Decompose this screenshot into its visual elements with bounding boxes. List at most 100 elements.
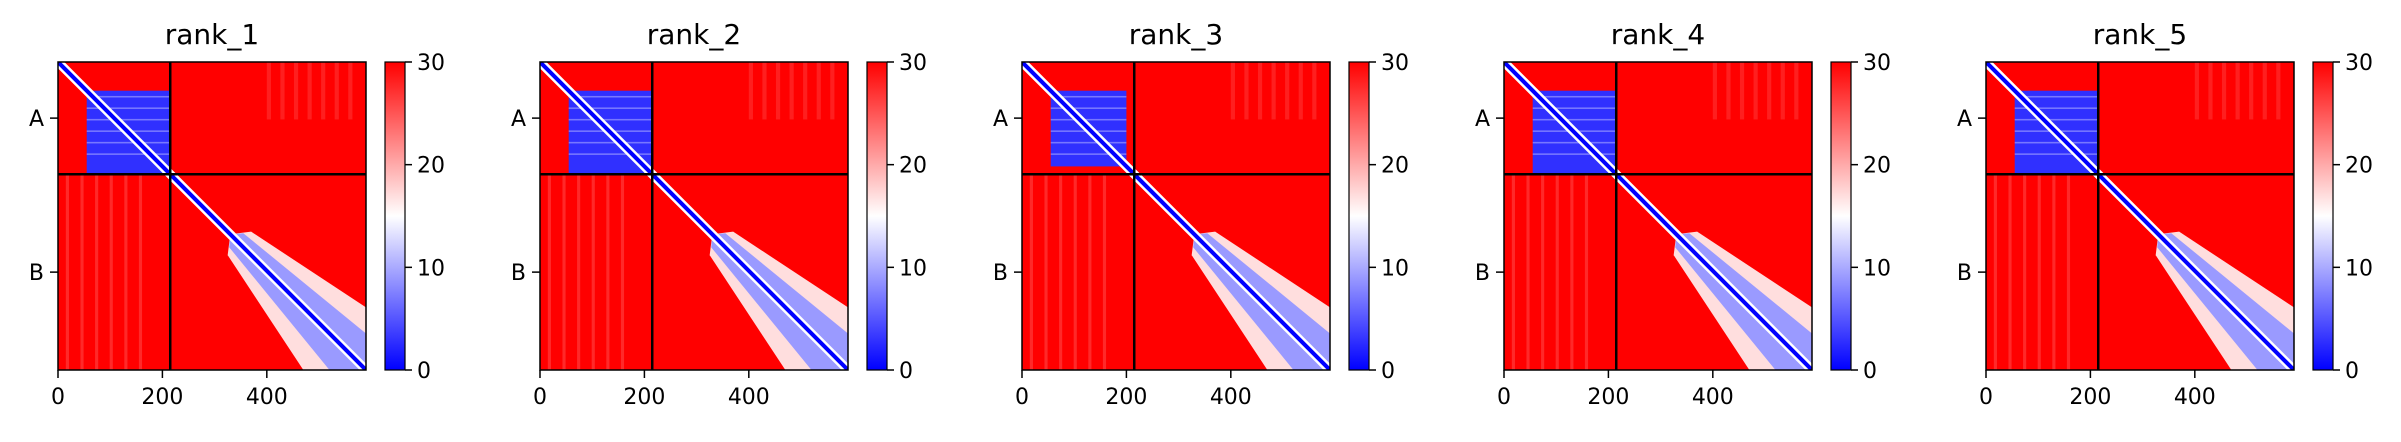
texture-streak <box>86 118 171 121</box>
colorbar <box>1348 61 1370 371</box>
texture-streak <box>2194 62 2199 120</box>
x-tick-label: 200 <box>623 385 665 410</box>
panel-title: rank_4 <box>1611 18 1705 51</box>
texture-streak <box>86 95 171 98</box>
x-tick-label: 200 <box>1587 385 1629 410</box>
colorbar-tick-label: 20 <box>2345 154 2373 179</box>
texture-streak <box>348 62 353 120</box>
texture-streak <box>293 62 299 120</box>
texture-streak <box>1570 174 1574 370</box>
colorbar-tick-label: 30 <box>1863 51 1891 76</box>
texture-streak <box>1526 174 1530 370</box>
colorbar-tick-label: 30 <box>899 51 927 76</box>
texture-streak <box>568 107 653 109</box>
texture-streak <box>2208 62 2213 120</box>
texture-streak <box>1555 174 1559 370</box>
texture-streak <box>2066 174 2071 370</box>
texture-streak <box>568 118 653 121</box>
chain-label-A: A <box>993 107 1008 132</box>
texture-streak <box>1271 62 1276 120</box>
texture-streak <box>86 107 171 109</box>
texture-streak <box>2014 141 2099 144</box>
texture-streak <box>606 174 610 370</box>
panel-title: rank_1 <box>165 18 259 51</box>
plot-frame <box>539 61 849 371</box>
texture-streak <box>1511 174 1515 370</box>
plot-frame <box>1021 61 1331 371</box>
texture-streak <box>591 174 595 370</box>
x-tick-label: 0 <box>1497 385 1511 410</box>
panel-rank_2: rank_2 A B 0 200 400 0 10 20 30 <box>511 18 927 410</box>
texture-streak <box>1993 174 1997 370</box>
panel-title: rank_3 <box>1129 18 1223 51</box>
colorbar-tick-label: 0 <box>1381 359 1395 384</box>
x-tick-label: 200 <box>141 385 183 410</box>
texture-streak <box>1712 62 1717 120</box>
texture-streak <box>1050 107 1127 109</box>
colorbar-tick-label: 10 <box>899 256 927 281</box>
texture-streak <box>2235 62 2240 120</box>
texture-streak <box>86 141 171 144</box>
x-tick-label: 200 <box>2069 385 2111 410</box>
heatmap-image <box>1022 62 1330 370</box>
texture-streak <box>1532 95 1617 98</box>
texture-streak <box>775 62 781 120</box>
colorbar-tick-label: 30 <box>2345 51 2373 76</box>
chain-label-A: A <box>29 107 44 132</box>
texture-streak <box>65 174 69 370</box>
x-tick-label: 400 <box>1692 385 1734 410</box>
texture-streak <box>1257 62 1263 120</box>
texture-streak <box>1767 62 1772 120</box>
texture-streak <box>816 62 821 120</box>
colorbar-tick-label: 20 <box>417 154 445 179</box>
texture-streak <box>1298 62 1303 120</box>
texture-streak <box>547 174 551 370</box>
plot-frame <box>57 61 367 371</box>
colorbar-tick-label: 0 <box>899 359 913 384</box>
heatmap-image <box>58 62 366 370</box>
texture-streak <box>2014 153 2099 155</box>
x-tick-label: 0 <box>1979 385 1993 410</box>
chain-label-B: B <box>1957 261 1972 286</box>
colorbar-tick-label: 30 <box>417 51 445 76</box>
colorbar-tick-label: 10 <box>1381 256 1409 281</box>
texture-streak <box>1230 62 1235 120</box>
texture-streak <box>568 153 653 155</box>
colorbar <box>384 61 406 371</box>
panel-rank_3: rank_3 A B 0 200 400 0 10 20 30 <box>993 18 1409 410</box>
texture-streak <box>789 62 794 120</box>
texture-streak <box>762 62 767 120</box>
x-tick-label: 400 <box>2174 385 2216 410</box>
texture-streak <box>2014 118 2099 121</box>
texture-streak <box>1050 141 1127 144</box>
colorbar-tick-label: 30 <box>1381 51 1409 76</box>
diagonal-line <box>1504 62 1812 370</box>
heatmap-image <box>540 62 848 370</box>
texture-streak <box>2008 174 2012 370</box>
x-tick-label: 400 <box>728 385 770 410</box>
colorbar <box>866 61 888 371</box>
texture-streak <box>2037 174 2041 370</box>
texture-streak <box>1044 174 1048 370</box>
diagonal-line <box>1022 62 1330 370</box>
texture-streak <box>321 62 326 120</box>
texture-streak <box>334 62 339 120</box>
chain-label-A: A <box>511 107 526 132</box>
colorbar-tick-label: 0 <box>417 359 431 384</box>
colorbar-tick-label: 0 <box>2345 359 2359 384</box>
texture-streak <box>2014 107 2099 109</box>
plot-frame <box>1503 61 1813 371</box>
colorbar <box>1830 61 1852 371</box>
panel-rank_1: rank_1 A B 0 200 400 0 10 20 30 <box>29 18 445 410</box>
texture-streak <box>109 174 113 370</box>
texture-streak <box>2023 174 2027 370</box>
texture-streak <box>748 62 753 120</box>
texture-streak <box>577 174 581 370</box>
texture-streak <box>1780 62 1785 120</box>
colorbar-tick-label: 0 <box>1863 359 1877 384</box>
texture-streak <box>1532 118 1617 121</box>
texture-streak <box>1584 174 1589 370</box>
texture-streak <box>620 174 625 370</box>
texture-streak <box>86 153 171 155</box>
chain-label-A: A <box>1475 107 1490 132</box>
